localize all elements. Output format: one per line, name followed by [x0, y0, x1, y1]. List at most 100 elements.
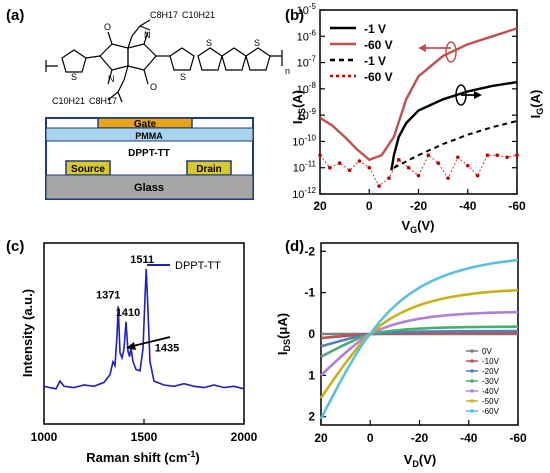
- side-chain-bottom: C10H21: [52, 96, 85, 106]
- panel-d-legend-text-4: -40V: [482, 387, 500, 396]
- panel-b-series-3-point: [465, 163, 470, 168]
- tick-base: 10: [297, 110, 309, 122]
- tick-exponent: -7: [309, 55, 317, 64]
- tick-exponent: -5: [309, 2, 317, 11]
- panel-a-label: (a): [6, 7, 24, 24]
- panel-b-series-3-point: [485, 153, 490, 157]
- panel-b-series-3-point: [475, 173, 480, 178]
- panel-d-legend: 0V-10V-20V-30V-40V-50V-60V: [466, 347, 500, 416]
- panel-d-series--30V: [320, 325, 518, 358]
- panel-b-series-3-point: [318, 153, 322, 157]
- panel-c-arrow: [126, 336, 171, 350]
- tick-base: 10: [297, 5, 309, 17]
- panel-b-legend-text-1: -60 V: [364, 38, 393, 52]
- panel-c-xtick-label: 2000: [231, 430, 258, 444]
- panel-b-series: [318, 27, 519, 188]
- panel-b-ytick-label: 10-7: [297, 55, 317, 70]
- panel-d-series--60V: [319, 258, 519, 420]
- tick-exponent: -11: [305, 160, 317, 169]
- tick-base: 10: [292, 136, 304, 148]
- panel-b-label: (b): [285, 7, 304, 24]
- side-chain-bottom-2: C8H17: [89, 96, 117, 106]
- panel-b-xtick-label: 20: [313, 199, 327, 213]
- panel-c-xtick-label: 1500: [131, 430, 158, 444]
- panel-b-series-3-point: [456, 155, 460, 160]
- panel-b-ytick-label: 10-10: [292, 133, 316, 148]
- panel-b-series-2-line: [393, 120, 518, 169]
- pmma-layer: [45, 127, 254, 142]
- panel-b-series-3-point: [337, 161, 342, 165]
- peak-label-1511: 1511: [130, 254, 154, 266]
- panel-d-legend-text-6: -60V: [482, 407, 500, 416]
- tick-exponent: -6: [309, 28, 317, 37]
- panel-b-xtick-label: 0: [366, 199, 373, 213]
- panel-d-legend-marker-3: [470, 379, 474, 383]
- panel-d-ytick-label: -1: [304, 286, 315, 300]
- panel-b-xlabel: VG(V): [401, 218, 434, 235]
- panel-b-series-3-point: [495, 153, 500, 157]
- panel-d-xtick-label: 20: [314, 431, 328, 445]
- tick-exponent: -10: [304, 133, 316, 142]
- semiconductor-text: DPPT-TT: [128, 148, 170, 159]
- atom-n-top: N: [144, 30, 151, 40]
- panel-b-ytick-label: 10-6: [297, 28, 317, 43]
- panel-d-legend-text-5: -50V: [482, 397, 500, 406]
- repeat-unit-n: n: [285, 66, 290, 76]
- source-text: Source: [71, 164, 105, 175]
- panel-b-ticks: 20 0 -20 -40 -6010-1210-1110-1010-910-810-71…: [292, 2, 526, 213]
- panel-c-ticks: 1000 1500 2000: [31, 419, 258, 444]
- arrow-loop-red: [445, 41, 457, 63]
- tick-base: 10: [297, 31, 309, 43]
- polymer-structure: [45, 19, 283, 103]
- panel-d-legend-text-3: -30V: [482, 377, 500, 386]
- panel-c: (c) Intensity (a.u.) Raman shift (cm-1) …: [6, 238, 258, 465]
- panel-b-xtick-label: -40: [459, 199, 477, 213]
- atom-s-3: S: [206, 38, 212, 48]
- drain-text: Drain: [196, 164, 222, 175]
- tick-base: 10: [293, 163, 305, 175]
- tick-base: 10: [297, 84, 309, 96]
- side-chain-bottom-label: C10H21 C8H17: [52, 96, 117, 106]
- atom-s-1: S: [71, 72, 77, 82]
- panel-b-series-3-point: [347, 168, 352, 173]
- panel-d-legend-marker-4: [470, 389, 474, 393]
- panel-d-ytick-label: 1: [308, 368, 315, 382]
- panel-b-series-3-point: [397, 158, 401, 162]
- panel-b-series-3-point: [328, 165, 332, 170]
- panel-d-ylabel: IDS(μA): [275, 313, 292, 355]
- glass-text: Glass: [134, 182, 164, 194]
- arrow-1435-head: [126, 342, 136, 350]
- panel-b-series-3-point: [416, 173, 421, 178]
- panel-d-legend-marker-6: [470, 409, 474, 413]
- panel-d-xtick-label: 0: [367, 431, 374, 445]
- panel-d-xtick-label: -60: [509, 431, 527, 445]
- arrow-1435-line: [132, 336, 171, 347]
- panel-b-ytick-label: 10-5: [297, 2, 317, 17]
- panel-d-series: [319, 258, 519, 420]
- panel-c-peaks: 1371 1410 1435 1511: [96, 254, 179, 355]
- tick-exponent: -8: [309, 81, 317, 90]
- panel-b-xtick-label: -20: [410, 199, 428, 213]
- panel-b-series-3-point: [377, 184, 381, 188]
- panel-a: (a) C8H17 C10H21 C10H21 C8H17 O O N N: [6, 7, 290, 200]
- panel-d-series--10V: [320, 331, 518, 340]
- device-stack: [45, 117, 254, 200]
- panel-d-ytick-label: -2: [304, 244, 315, 258]
- panel-b-legend-text-2: -1 V: [364, 54, 386, 68]
- panel-b-ytick-label: 10-9: [297, 107, 317, 122]
- panel-c-ylabel: Intensity (a.u.): [20, 289, 35, 377]
- tick-base: 10: [297, 58, 309, 70]
- panel-c-xlabel: Raman shift (cm-1): [86, 449, 200, 465]
- panel-b-legend-text-0: -1 V: [364, 22, 386, 36]
- panel-d-series--40V: [320, 310, 519, 377]
- panel-c-label: (c): [6, 238, 24, 255]
- panel-b-series-3-point: [357, 159, 362, 163]
- panel-b-series-3-point: [367, 165, 372, 170]
- panel-c-series: [43, 268, 245, 390]
- atom-n-bottom: N: [108, 74, 115, 84]
- panel-b-legend: -1 V -60 V -1 V -60 V: [330, 22, 393, 84]
- panel-b-series-1-line: [319, 27, 518, 162]
- panel-d: (d) IDS(μA) VD(V) 20 0 -20 -40 -60 2 1 0 -1 -2 0V…: [275, 238, 527, 469]
- tick-exponent: -12: [304, 186, 316, 195]
